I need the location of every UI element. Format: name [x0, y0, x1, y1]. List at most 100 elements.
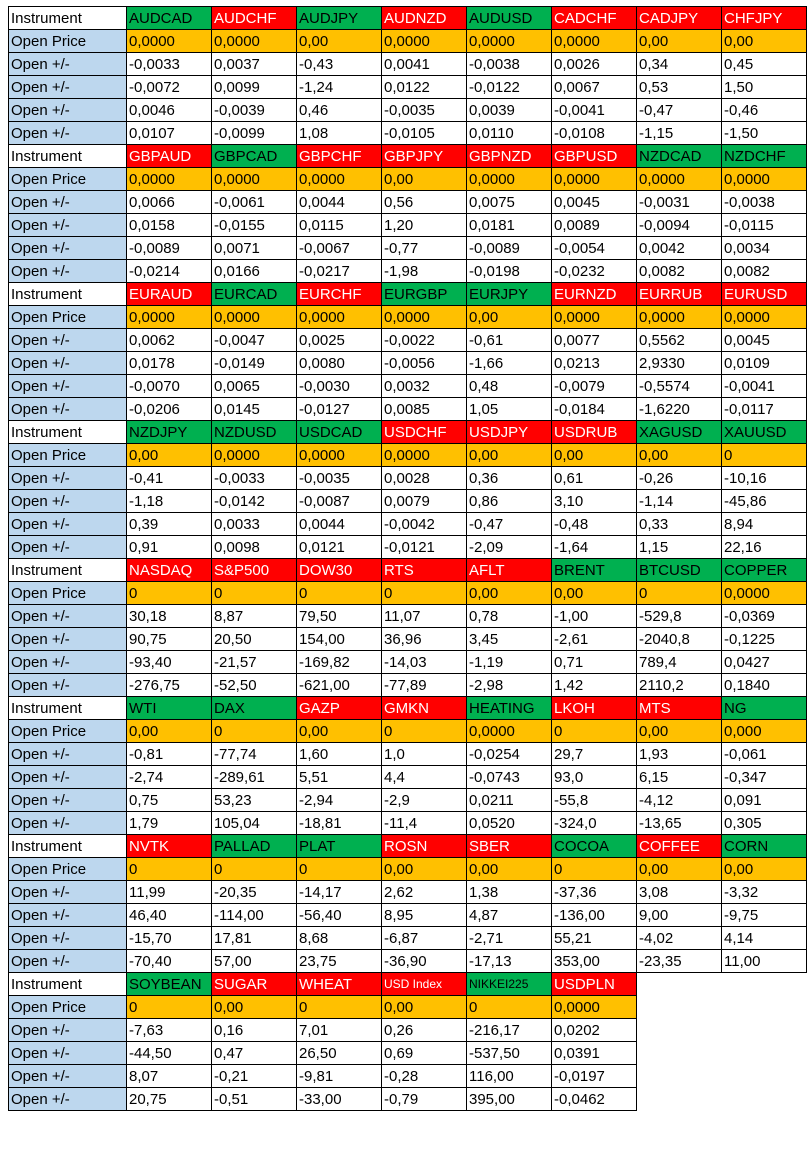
open-price-row: Open Price 0,00 0,0000 0,0000 0,0000 0,00 0,00… — [8, 443, 807, 467]
instrument-name: EURNZD — [551, 282, 637, 306]
open-delta-value: 0,305 — [721, 811, 807, 835]
open-price-value: 0,0000 — [636, 167, 722, 191]
open-delta-value: -0,0743 — [466, 765, 552, 789]
open-delta-value: 0,0158 — [126, 213, 212, 237]
open-delta-value: 2110,2 — [636, 673, 722, 697]
open-price-value: 0 — [551, 857, 637, 881]
open-price-value: 0 — [551, 719, 637, 743]
open-delta-value: 0,0037 — [211, 52, 297, 76]
instrument-name: HEATING — [466, 696, 552, 720]
instrument-name: EURGBP — [381, 282, 467, 306]
open-delta-value: 0,0039 — [466, 98, 552, 122]
open-delta-value: -15,70 — [126, 926, 212, 950]
open-price-value: 0,00 — [381, 167, 467, 191]
open-delta-value: -4,02 — [636, 926, 722, 950]
instrument-name: GBPCHF — [296, 144, 382, 168]
instrument-name: GMKN — [381, 696, 467, 720]
open-price-value: 0,00 — [466, 857, 552, 881]
instrument-name: NZDCHF — [721, 144, 807, 168]
open-delta-value: 1,93 — [636, 742, 722, 766]
instrument-name: EURUSD — [721, 282, 807, 306]
open-delta-value: 0,0115 — [296, 213, 382, 237]
open-delta-value: -0,0054 — [551, 236, 637, 260]
open-delta-value: -0,0087 — [296, 489, 382, 513]
instrument-name: AUDUSD — [466, 6, 552, 30]
instrument-name: WHEAT — [296, 972, 382, 996]
instrument-row-label: Instrument — [8, 144, 127, 168]
open-price-row-label: Open Price — [8, 29, 127, 53]
open-price-value: 0,00 — [551, 581, 637, 605]
instrument-name: GAZP — [296, 696, 382, 720]
open-delta-row: Open +/- 0,0062 -0,0047 0,0025 -0,0022 -0,61 0… — [8, 328, 807, 352]
instrument-name: DOW30 — [296, 558, 382, 582]
open-delta-value: -0,0197 — [551, 1064, 637, 1088]
open-delta-value: 0,0427 — [721, 650, 807, 674]
open-delta-value: 29,7 — [551, 742, 637, 766]
open-price-value: 0,00 — [381, 995, 467, 1019]
open-delta-value: -2,94 — [296, 788, 382, 812]
open-delta-value: -0,26 — [636, 466, 722, 490]
open-delta-value: 8,07 — [126, 1064, 212, 1088]
instrument-name: ROSN — [381, 834, 467, 858]
open-delta-row: Open +/- -44,50 0,47 26,50 0,69 -537,50 0,0391 — [8, 1041, 807, 1065]
open-delta-value: 0,47 — [211, 1041, 297, 1065]
open-price-row-label: Open Price — [8, 443, 127, 467]
open-delta-row-label: Open +/- — [8, 535, 127, 559]
open-delta-value: -0,347 — [721, 765, 807, 789]
open-delta-value: 0,0082 — [636, 259, 722, 283]
open-delta-value: 0,0099 — [211, 75, 297, 99]
open-delta-value: 0,091 — [721, 788, 807, 812]
open-delta-row: Open +/- 0,0046 -0,0039 0,46 -0,0035 0,0039 -0… — [8, 98, 807, 122]
open-delta-value: -0,0217 — [296, 259, 382, 283]
instrument-name: USDPLN — [551, 972, 637, 996]
open-price-value: 0,0000 — [466, 167, 552, 191]
open-delta-value: 7,01 — [296, 1018, 382, 1042]
instrument-row: Instrument SOYBEAN SUGAR WHEAT USD Index NIKK… — [8, 972, 807, 996]
open-delta-value: -11,4 — [381, 811, 467, 835]
open-delta-value: 0,33 — [636, 512, 722, 536]
open-delta-value: 0,0046 — [126, 98, 212, 122]
open-delta-row-label: Open +/- — [8, 1018, 127, 1042]
open-delta-value: 0,0075 — [466, 190, 552, 214]
empty-cell — [721, 995, 807, 1019]
open-delta-value: -0,0041 — [551, 98, 637, 122]
instrument-name: NIKKEI225 — [466, 972, 552, 996]
open-delta-value: 0,0028 — [381, 466, 467, 490]
open-delta-value: -45,86 — [721, 489, 807, 513]
open-delta-row: Open +/- 0,0158 -0,0155 0,0115 1,20 0,0181 0,0… — [8, 213, 807, 237]
open-delta-value: 0,45 — [721, 52, 807, 76]
open-delta-value: -10,16 — [721, 466, 807, 490]
open-price-value: 0 — [296, 857, 382, 881]
open-delta-value: -2,98 — [466, 673, 552, 697]
open-delta-value: 4,87 — [466, 903, 552, 927]
open-delta-row-label: Open +/- — [8, 604, 127, 628]
open-delta-row: Open +/- 8,07 -0,21 -9,81 -0,28 116,00 -0,0197 — [8, 1064, 807, 1088]
open-price-value: 0,00 — [551, 443, 637, 467]
open-delta-value: -276,75 — [126, 673, 212, 697]
open-delta-row: Open +/- -0,0072 0,0099 -1,24 0,0122 -0,0122 0… — [8, 75, 807, 99]
open-delta-value: -1,14 — [636, 489, 722, 513]
open-price-value: 0 — [296, 581, 382, 605]
open-delta-value: -6,87 — [381, 926, 467, 950]
open-delta-value: -70,40 — [126, 949, 212, 973]
open-delta-row-label: Open +/- — [8, 236, 127, 260]
open-delta-value: 0,0025 — [296, 328, 382, 352]
instrument-row-label: Instrument — [8, 6, 127, 30]
open-delta-value: -0,0070 — [126, 374, 212, 398]
open-delta-value: -3,32 — [721, 880, 807, 904]
instrument-name: USDCAD — [296, 420, 382, 444]
open-delta-value: -1,6220 — [636, 397, 722, 421]
open-delta-value: 8,87 — [211, 604, 297, 628]
open-delta-value: 53,23 — [211, 788, 297, 812]
open-delta-value: 0,48 — [466, 374, 552, 398]
open-delta-value: -0,0105 — [381, 121, 467, 145]
instrument-name: GBPNZD — [466, 144, 552, 168]
open-delta-value: -55,8 — [551, 788, 637, 812]
open-delta-value: 0,0181 — [466, 213, 552, 237]
open-delta-value: 3,45 — [466, 627, 552, 651]
open-delta-row-label: Open +/- — [8, 328, 127, 352]
open-delta-value: 0,0211 — [466, 788, 552, 812]
open-delta-row-label: Open +/- — [8, 512, 127, 536]
open-delta-value: -36,90 — [381, 949, 467, 973]
open-price-row-label: Open Price — [8, 305, 127, 329]
